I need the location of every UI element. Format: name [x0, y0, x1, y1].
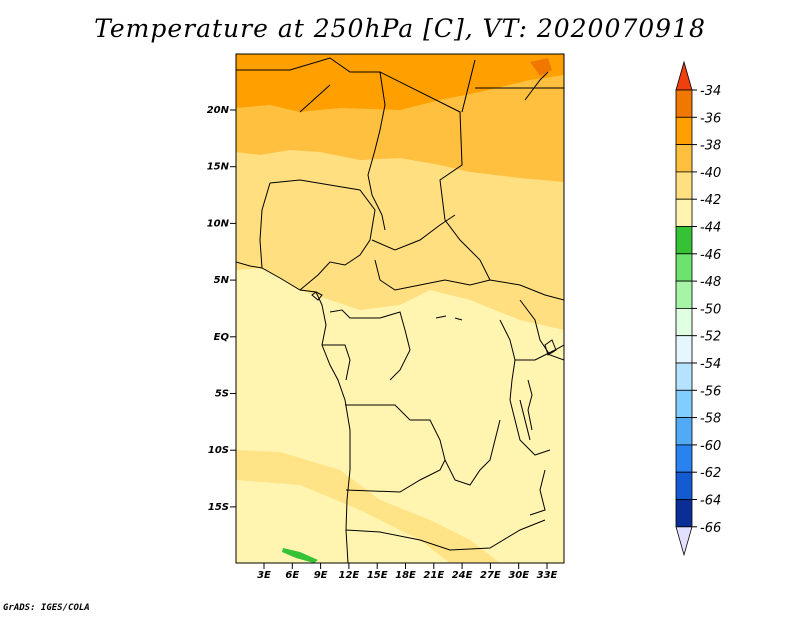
- colorbar-swatch: [675, 253, 693, 282]
- colorbar-label: -38: [700, 139, 721, 154]
- colorbar-swatch: [675, 362, 693, 391]
- colorbar-label: -42: [700, 193, 721, 208]
- map-border: [235, 53, 565, 564]
- longitude-axis: 3E 6E 9E 12E 15E 18E 21E 24E 27E 30E 33E: [257, 563, 558, 581]
- colorbar-label: -36: [700, 111, 721, 126]
- lon-label: 9E: [314, 570, 328, 581]
- colorbar-swatch: [675, 499, 693, 528]
- lon-label: 6E: [285, 570, 299, 581]
- lat-label: 5S: [215, 389, 229, 400]
- colorbar-label: -50: [700, 302, 721, 317]
- lon-label: 27E: [480, 570, 501, 581]
- colorbar-swatch: [675, 198, 693, 227]
- latitude-axis: 20N 15N 10N 5N EQ 5S 10S 15S: [207, 105, 236, 513]
- colorbar-label: -60: [700, 439, 721, 454]
- colorbar-swatch: [675, 335, 693, 364]
- colorbar-label: -62: [700, 466, 721, 481]
- colorbar-swatch: [675, 116, 693, 146]
- temperature-field: [236, 54, 564, 563]
- colorbar-swatch: [675, 144, 693, 173]
- colorbar: -34 -36 -38 -40 -42 -44 -46 -48 -50 -52 -54 -56 -58 -…: [675, 60, 721, 557]
- lon-label: 18E: [395, 570, 416, 581]
- colorbar-swatch: [675, 171, 693, 200]
- colorbar-bottom-arrow: [675, 526, 693, 557]
- colorbar-swatch: [675, 226, 693, 255]
- colorbar-label: -58: [700, 412, 721, 427]
- colorbar-label: -48: [700, 275, 721, 290]
- lat-label: 5N: [214, 275, 230, 286]
- colorbar-swatch: [675, 307, 693, 337]
- colorbar-label: -34: [700, 84, 721, 99]
- lon-label: 12E: [339, 570, 360, 581]
- lon-label: 33E: [537, 570, 558, 581]
- lon-label: 30E: [508, 570, 529, 581]
- lon-label: 15E: [367, 570, 388, 581]
- colorbar-swatch: [675, 417, 693, 446]
- lat-label: 20N: [207, 105, 230, 116]
- colorbar-swatch: [675, 444, 693, 473]
- colorbar-swatch: [675, 471, 693, 500]
- lat-label: 15N: [207, 162, 230, 173]
- lat-label: EQ: [214, 332, 230, 343]
- colorbar-label: -46: [700, 248, 721, 263]
- colorbar-label: -66: [700, 521, 721, 536]
- country-borders: [236, 57, 564, 563]
- grads-credit: GrADS: IGES/COLA: [3, 603, 90, 613]
- colorbar-swatch: [675, 389, 693, 418]
- colorbar-swatch: [675, 89, 693, 118]
- colorbar-label: -40: [700, 166, 721, 181]
- colorbar-label: -64: [700, 494, 721, 509]
- colorbar-swatch: [675, 280, 693, 309]
- lat-label: 10S: [208, 445, 229, 456]
- colorbar-label: -44: [700, 221, 721, 236]
- colorbar-label: -54: [700, 357, 721, 372]
- lat-label: 10N: [207, 218, 230, 229]
- map-title: Temperature at 250hPa [C], VT: 202007091…: [94, 14, 706, 43]
- lon-label: 24E: [452, 570, 473, 581]
- lon-label: 21E: [423, 570, 444, 581]
- lon-label: 3E: [257, 570, 271, 581]
- colorbar-label: -52: [700, 330, 721, 345]
- colorbar-label: -56: [700, 384, 721, 399]
- colorbar-top-arrow: [675, 60, 693, 91]
- lat-label: 15S: [208, 502, 229, 513]
